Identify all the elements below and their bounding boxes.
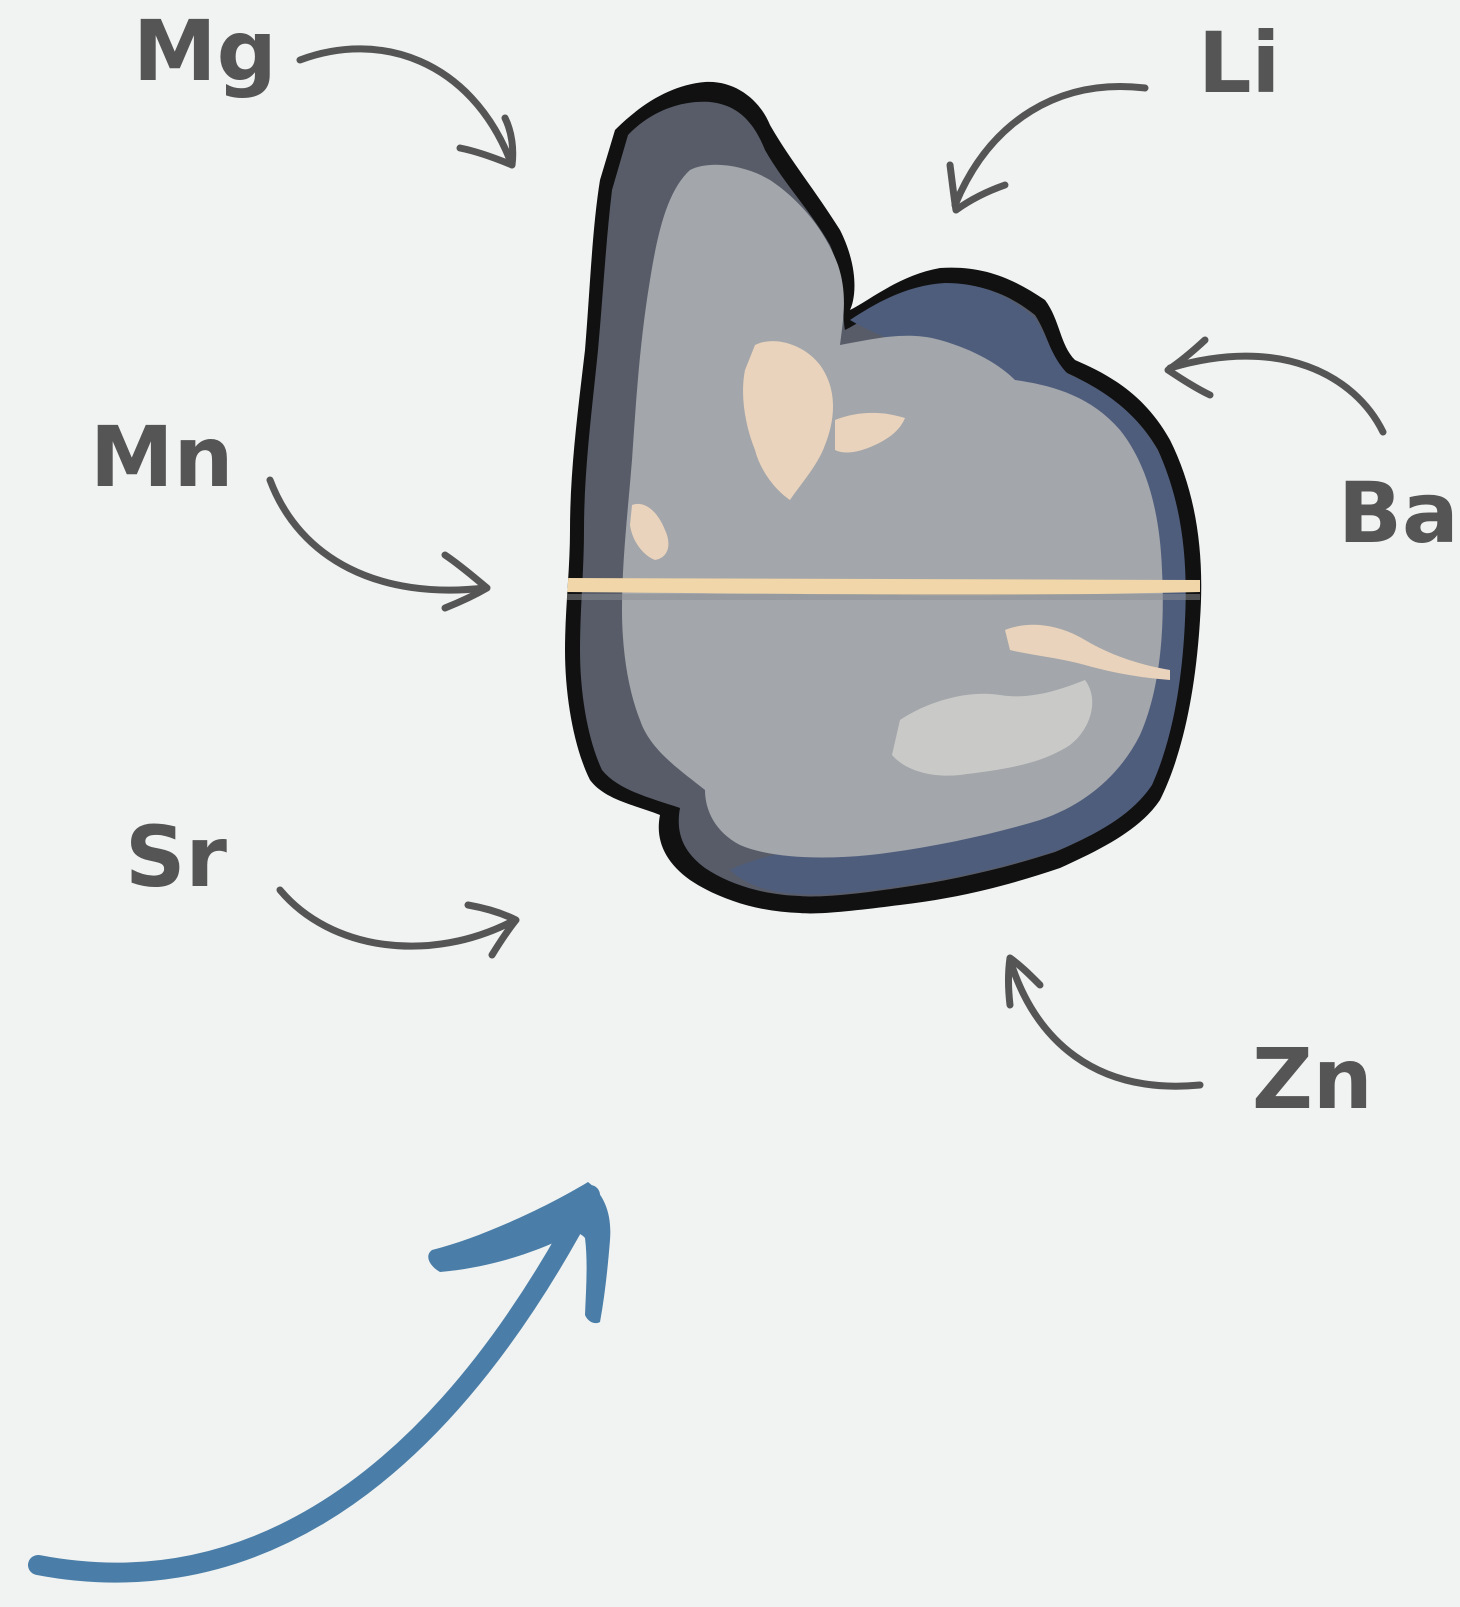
label-mg: Mg <box>133 2 277 100</box>
specimen-highlight-lower <box>892 680 1093 776</box>
otolith-cross-section-icon <box>565 81 1202 914</box>
label-ba: Ba <box>1338 464 1459 562</box>
specimen-band-shadow <box>565 594 1200 600</box>
ba-arrow-icon <box>1164 336 1387 436</box>
mg-arrow-icon <box>296 45 517 169</box>
label-zn: Zn <box>1252 1030 1373 1128</box>
specimen-band <box>565 578 1200 596</box>
zn-arrow-icon <box>1005 954 1204 1090</box>
mn-arrow-icon <box>266 476 491 612</box>
label-li: Li <box>1198 14 1280 112</box>
label-mn: Mn <box>90 408 233 506</box>
specimen-highlight-left <box>630 503 669 560</box>
large-arrow-icon <box>28 1182 611 1583</box>
specimen-highlight-mid-right <box>1005 624 1170 680</box>
sr-arrow-icon <box>276 886 520 959</box>
specimen-core <box>622 164 1163 858</box>
specimen-highlight-center <box>743 341 834 500</box>
li-arrow-icon <box>946 83 1149 214</box>
specimen-highlight-right <box>835 412 905 453</box>
label-sr: Sr <box>125 808 227 906</box>
